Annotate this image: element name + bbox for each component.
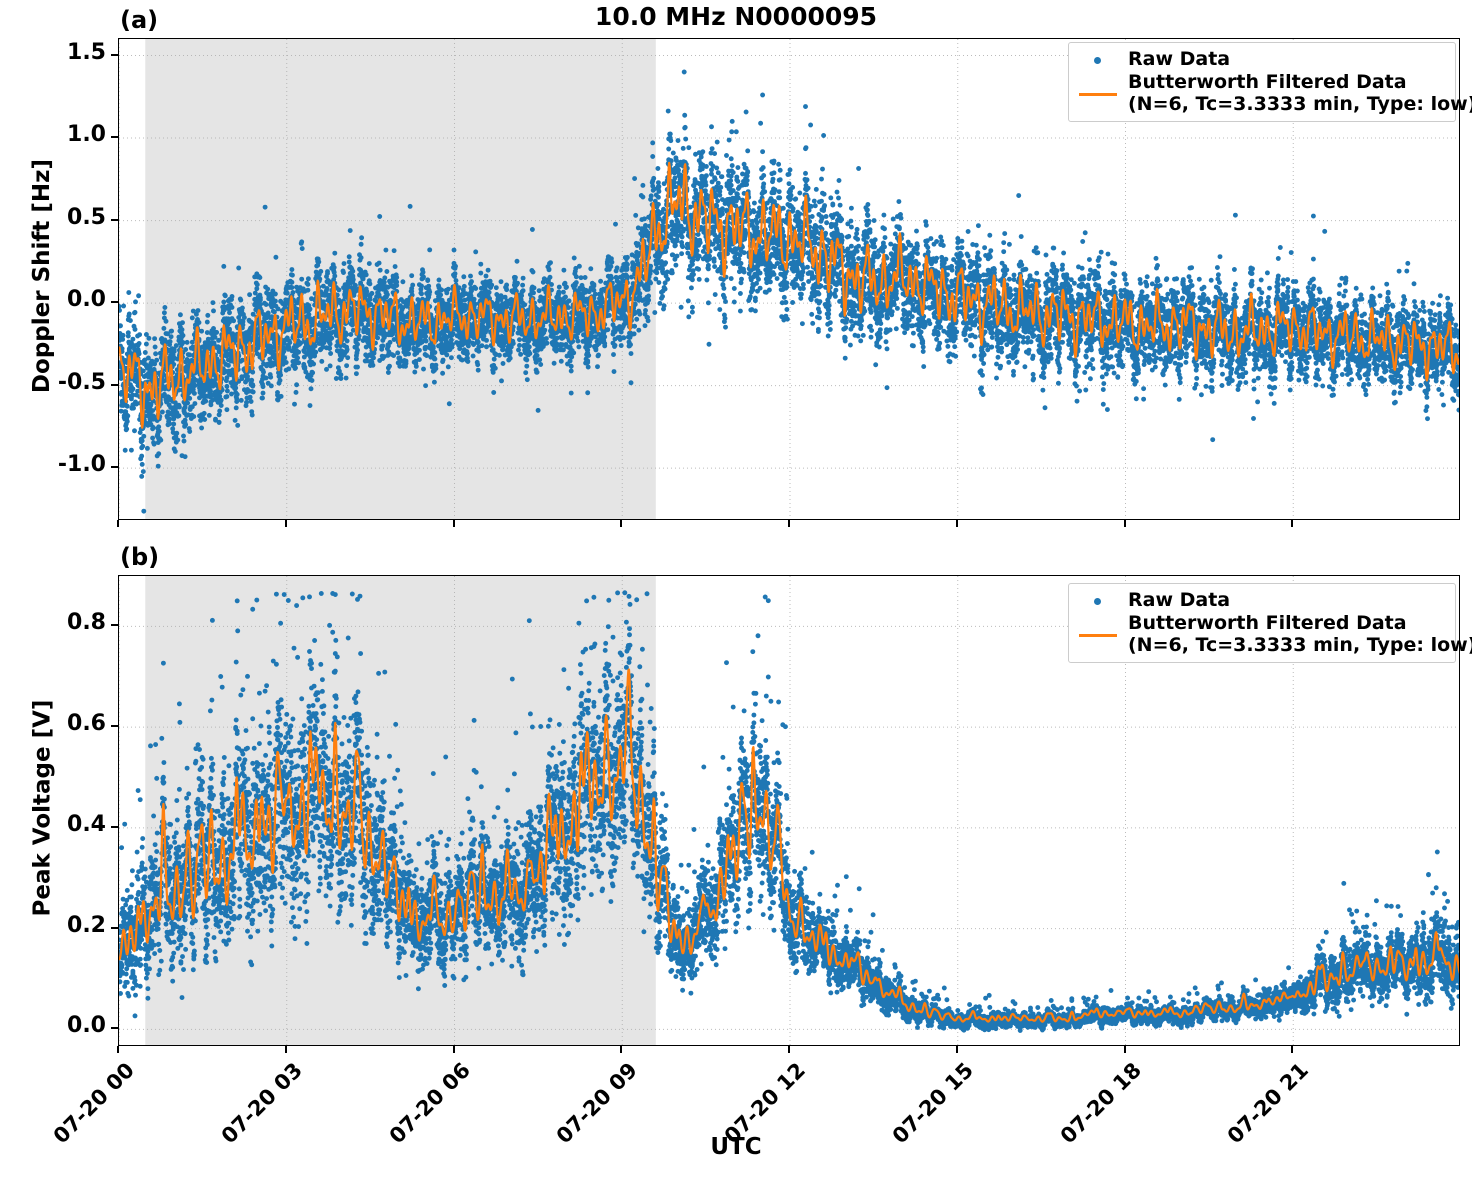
ytick-label: 1.5 [6,40,106,65]
xtick-mark [788,1046,790,1053]
x-axis-label: UTC [0,1134,1472,1160]
xtick-mark [453,520,455,527]
ytick-label: 1.0 [6,122,106,147]
ytick-mark [111,927,118,929]
line-swatch-icon [1079,634,1117,637]
xtick-mark [620,520,622,527]
xtick-label: 07-20 06 [350,1058,474,1182]
ytick-mark [111,1027,118,1029]
legend-marker-dot-icon [1077,50,1119,70]
ytick-label: 0.8 [6,610,106,635]
legend-label-filtered-line2: (N=6, Tc=3.3333 min, Type: low) [1128,94,1472,115]
legend-marker-line-icon [1077,84,1119,104]
xtick-mark [788,520,790,527]
legend-entry-filtered: Butterworth Filtered Data (N=6, Tc=3.3333… [1077,72,1445,115]
xtick-mark [285,520,287,527]
xtick-mark [1291,1046,1293,1053]
xtick-mark [956,520,958,527]
legend-label-filtered: Butterworth Filtered Data (N=6, Tc=3.3333… [1128,613,1472,656]
legend-label-filtered-line1: Butterworth Filtered Data [1128,72,1472,93]
y-axis-label-a: Doppler Shift [Hz] [29,35,55,517]
xtick-mark [620,1046,622,1053]
xtick-label: 07-20 15 [853,1058,977,1182]
legend-entry-raw: Raw Data [1077,590,1445,611]
ytick-mark [111,301,118,303]
xtick-label: 07-20 18 [1021,1058,1145,1182]
ytick-mark [111,54,118,56]
line-swatch-icon [1079,93,1117,96]
xtick-mark [1291,520,1293,527]
xtick-mark [1124,520,1126,527]
ytick-mark [111,136,118,138]
xtick-mark [956,1046,958,1053]
ytick-label: -0.5 [6,370,106,395]
panel-label-a: (a) [120,6,158,34]
ytick-label: 0.2 [6,913,106,938]
figure-title: 10.0 MHz N0000095 [0,2,1472,31]
ytick-mark [111,466,118,468]
xtick-mark [117,1046,119,1053]
ytick-label: 0.6 [6,711,106,736]
legend-label-filtered: Butterworth Filtered Data (N=6, Tc=3.3333… [1128,72,1472,115]
ytick-mark [111,219,118,221]
ytick-mark [111,624,118,626]
xtick-label: 07-20 00 [15,1058,139,1182]
ytick-label: 0.0 [6,1013,106,1038]
scatter-dot-icon [1094,598,1101,605]
legend-label-raw: Raw Data [1128,49,1230,70]
legend-entry-raw: Raw Data [1077,49,1445,70]
xtick-mark [117,520,119,527]
xtick-mark [453,1046,455,1053]
panel-label-b: (b) [120,543,159,571]
xtick-label: 07-20 03 [182,1058,306,1182]
shaded-night-region [145,39,656,520]
xtick-label: 07-20 09 [518,1058,642,1182]
scatter-dot-icon [1094,57,1101,64]
ytick-label: 0.5 [6,205,106,230]
legend-b[interactable]: Raw Data Butterworth Filtered Data (N=6, T… [1068,583,1456,663]
xtick-label: 07-20 21 [1189,1058,1313,1182]
ytick-mark [111,384,118,386]
ytick-label: 0.4 [6,812,106,837]
xtick-mark [285,1046,287,1053]
ytick-label: -1.0 [6,452,106,477]
legend-marker-line-icon [1077,625,1119,645]
legend-entry-filtered: Butterworth Filtered Data (N=6, Tc=3.3333… [1077,613,1445,656]
legend-label-filtered-line1: Butterworth Filtered Data [1128,613,1472,634]
legend-label-filtered-line2: (N=6, Tc=3.3333 min, Type: low) [1128,635,1472,656]
legend-label-raw: Raw Data [1128,590,1230,611]
ytick-mark [111,826,118,828]
xtick-label: 07-20 12 [686,1058,810,1182]
legend-a[interactable]: Raw Data Butterworth Filtered Data (N=6, T… [1068,42,1456,122]
legend-marker-dot-icon [1077,591,1119,611]
ytick-label: 0.0 [6,287,106,312]
ytick-mark [111,725,118,727]
xtick-mark [1124,1046,1126,1053]
y-axis-label-b: Peak Voltage [V] [29,572,55,1043]
